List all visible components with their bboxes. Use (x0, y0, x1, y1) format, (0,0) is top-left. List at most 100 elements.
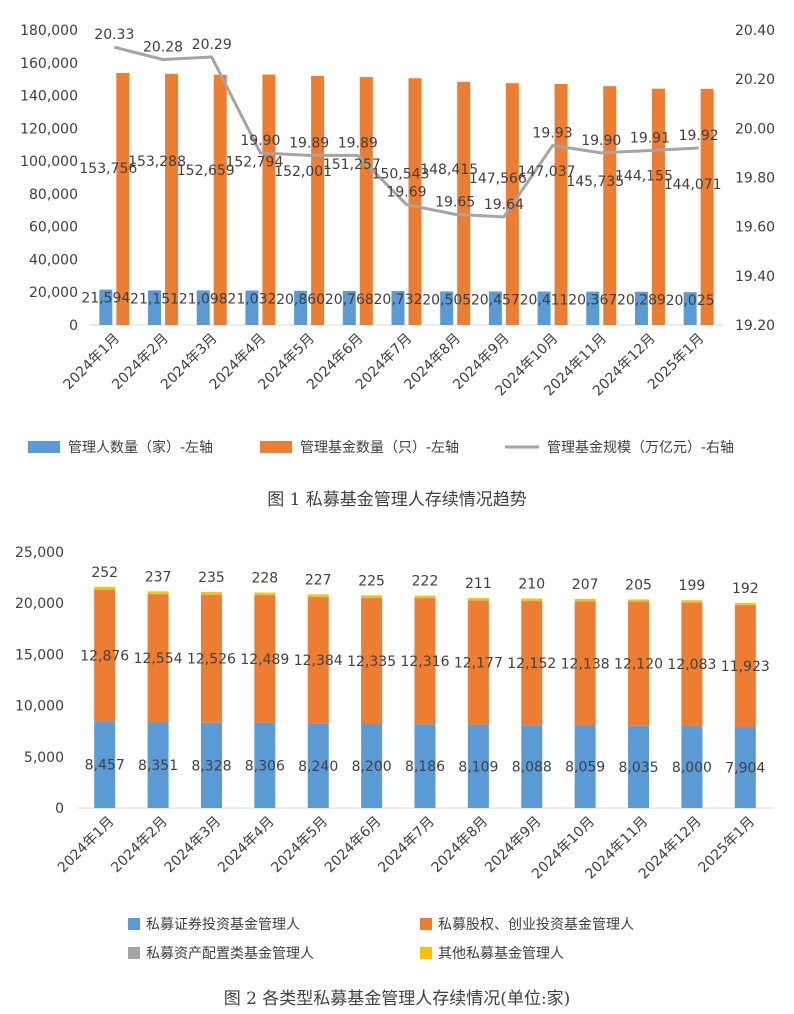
data-label-fund-scale: 19.89 (289, 135, 329, 151)
legend-swatch (128, 918, 140, 930)
bar-fund-count (165, 73, 179, 325)
y-left-tick-label: 0 (69, 318, 78, 334)
x-tick-label: 2024年2月 (108, 814, 171, 877)
data-label-fund-count: 147,037 (518, 164, 576, 180)
stacked-bar-segment (521, 600, 543, 726)
bar-manager-count (342, 290, 356, 325)
data-label-manager-count: 20,367 (568, 293, 617, 309)
stacked-bar-segment (574, 598, 596, 602)
y-right-tick-label: 19.80 (735, 171, 775, 187)
bar-fund-count (554, 84, 568, 325)
bar-manager-count (294, 290, 308, 325)
stacked-bar-segment (734, 604, 756, 728)
data-label-fund-count: 144,155 (615, 169, 673, 185)
data-label-fund-count: 147,566 (469, 171, 527, 187)
stacked-bar-segment (414, 597, 436, 599)
x-tick-label: 2024年7月 (375, 814, 438, 877)
data-label-manager-count: 21,151 (130, 291, 179, 307)
data-label-other: 235 (198, 570, 225, 586)
data-label-equity-vc: 12,489 (240, 652, 289, 668)
chart-1: 0 20,000 40,000 60,000 80,000 100,000 120,000 1… (20, 23, 775, 456)
stacked-bar-segment (200, 591, 222, 595)
data-label-securities: 7,904 (725, 761, 765, 777)
data-label-fund-scale: 19.89 (338, 135, 378, 151)
stacked-bar-segment (574, 601, 596, 602)
bar-fund-count (311, 75, 325, 325)
stacked-bar-segment (147, 593, 169, 723)
bar-fund-count (116, 73, 130, 325)
y-left-tick-label: 80,000 (29, 187, 78, 203)
data-label-securities: 8,457 (85, 758, 125, 774)
x-tick-label: 2024年6月 (322, 814, 385, 877)
stacked-bar-segment (307, 723, 329, 808)
legend-swatch (420, 947, 432, 959)
y-left-tick-label: 40,000 (29, 252, 78, 268)
legend-label: 管理基金数量（只）-左轴 (300, 439, 459, 456)
stacked-bar-segment (414, 724, 436, 808)
data-label-manager-count: 20,411 (520, 293, 569, 309)
data-label-fund-count: 152,794 (225, 155, 283, 171)
stacked-bar-segment (521, 598, 543, 601)
data-label-other: 237 (145, 569, 172, 585)
bar-fund-count (262, 74, 276, 325)
data-label-equity-vc: 12,316 (401, 654, 450, 670)
data-label-other: 192 (732, 581, 759, 597)
bar-manager-count (634, 291, 648, 325)
legend-swatch (128, 947, 140, 959)
stacked-bar-segment (681, 600, 703, 603)
y-tick-label: 25,000 (15, 545, 64, 561)
bar-fund-count (603, 86, 617, 325)
legend-label: 其他私募基金管理人 (438, 945, 564, 962)
legend-label: 私募股权、创业投资基金管理人 (438, 916, 634, 933)
y-right-tick-label: 20.20 (735, 72, 775, 88)
data-label-fund-scale: 19.92 (679, 128, 719, 144)
y-tick-label: 20,000 (15, 596, 64, 612)
stacked-bar-segment (681, 602, 703, 727)
bar-fund-count (700, 88, 714, 325)
data-label-securities: 8,000 (672, 760, 712, 776)
data-label-fund-scale: 19.93 (533, 126, 573, 142)
y-left-tick-label: 160,000 (20, 56, 78, 72)
stacked-bar-segment (254, 592, 276, 595)
data-label-fund-count: 152,001 (274, 164, 332, 180)
stacked-bar-segment (414, 595, 436, 598)
stacked-bar-segment (147, 593, 169, 595)
data-label-securities: 8,240 (298, 759, 338, 775)
x-tick-label: 2024年1月 (55, 814, 118, 877)
data-label-fund-scale: 19.90 (581, 133, 621, 149)
bar-fund-count (457, 81, 471, 325)
data-label-fund-scale: 20.28 (143, 40, 183, 56)
stacked-bar-segment (307, 596, 329, 598)
y-left-tick-label: 60,000 (29, 220, 78, 236)
stacked-bar-segment (200, 594, 222, 596)
stacked-bar-segment (628, 601, 650, 726)
legend-swatch (260, 441, 292, 453)
data-label-securities: 8,088 (512, 760, 552, 776)
stacked-bar-segment (361, 597, 383, 725)
data-label-fund-count: 145,735 (566, 174, 624, 190)
stacked-bar-segment (147, 722, 169, 808)
y-right-tick-label: 19.20 (735, 318, 775, 334)
data-label-equity-vc: 12,384 (294, 653, 343, 669)
stacked-bar-segment (734, 727, 756, 808)
stacked-bar-segment (521, 600, 543, 602)
stacked-bar-segment (94, 589, 116, 591)
data-label-equity-vc: 12,335 (347, 654, 396, 670)
y-left-tick-label: 20,000 (29, 285, 78, 301)
data-label-securities: 8,351 (138, 758, 178, 774)
stacked-bar-segment (414, 598, 436, 725)
data-label-fund-scale: 20.29 (192, 37, 232, 53)
stacked-bar-segment (467, 598, 489, 601)
y-right-tick-label: 20.40 (735, 23, 775, 39)
data-label-fund-count: 153,288 (128, 154, 186, 170)
data-label-fund-count: 152,659 (177, 163, 235, 179)
y-right-tick-label: 20.00 (735, 121, 775, 137)
data-label-manager-count: 20,289 (617, 293, 666, 309)
legend-label: 管理人数量（家）-左轴 (68, 439, 213, 456)
stacked-bar-segment (254, 595, 276, 723)
stacked-bar-segment (681, 602, 703, 604)
data-label-other: 222 (412, 574, 439, 590)
data-label-fund-count: 150,543 (372, 166, 430, 182)
stacked-bar-segment (254, 594, 276, 596)
data-label-equity-vc: 12,120 (614, 657, 663, 673)
